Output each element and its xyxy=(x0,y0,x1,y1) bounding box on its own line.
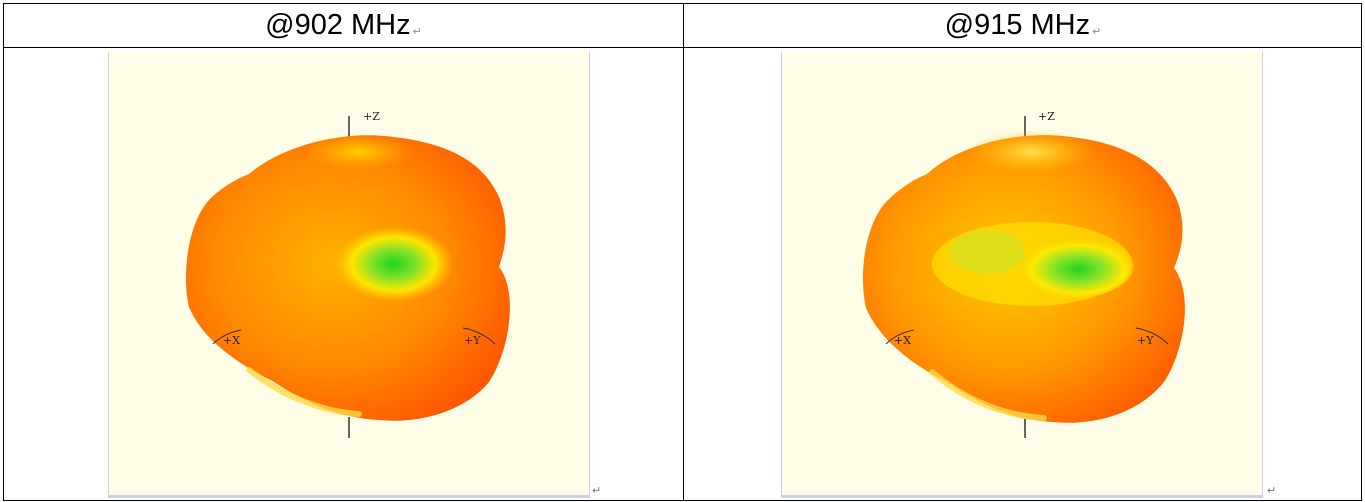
column-divider xyxy=(683,4,684,500)
radiation-pattern-902: +Z +X +Y xyxy=(108,52,590,498)
paragraph-mark-icon: ↵ xyxy=(412,26,422,38)
header-cell-915: @915 MHz ↵ xyxy=(684,4,1362,47)
axis-label-y: +Y xyxy=(1137,334,1154,347)
paragraph-mark-icon: ↵ xyxy=(1267,485,1277,497)
axis-label-y: +Y xyxy=(464,334,481,347)
paragraph-mark-icon: ↵ xyxy=(1092,26,1102,38)
antenna-pattern-table: @902 MHz ↵ @915 MHz ↵ xyxy=(3,3,1362,501)
table-header-row: @902 MHz ↵ @915 MHz ↵ xyxy=(4,4,1361,48)
header-label-902: @902 MHz xyxy=(265,9,411,41)
axis-label-z: +Z xyxy=(1038,110,1055,123)
axis-label-z: +Z xyxy=(363,110,380,123)
header-cell-902: @902 MHz ↵ xyxy=(4,4,683,47)
paragraph-mark-icon: ↵ xyxy=(592,485,602,497)
axis-label-x: +X xyxy=(894,334,911,347)
radiation-pattern-915: +Z +X +Y xyxy=(781,52,1263,498)
header-label-915: @915 MHz xyxy=(944,9,1091,41)
axis-label-x: +X xyxy=(223,334,240,347)
